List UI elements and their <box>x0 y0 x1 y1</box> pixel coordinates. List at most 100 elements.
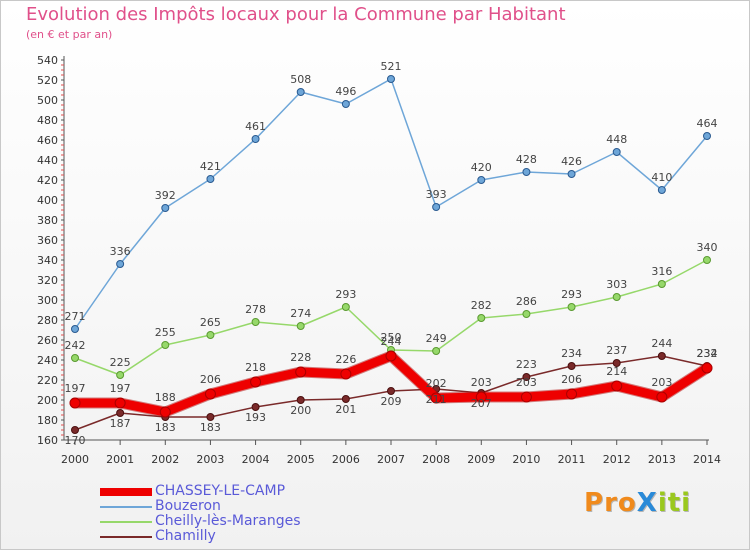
x-tick-label: 2014 <box>693 453 721 466</box>
series-line <box>74 78 708 330</box>
data-point <box>432 347 441 355</box>
data-point <box>522 310 531 318</box>
data-point <box>206 175 215 183</box>
data-label: 278 <box>245 303 266 316</box>
x-tick-label: 2004 <box>242 453 270 466</box>
legend-swatch <box>100 536 152 538</box>
logo-letter: P <box>584 488 605 518</box>
legend-swatch <box>100 521 152 523</box>
y-tick-label: 420 <box>37 174 58 187</box>
data-label: 410 <box>651 171 672 184</box>
data-point <box>116 409 125 417</box>
data-point <box>71 354 79 362</box>
data-label: 170 <box>65 434 86 447</box>
y-tick-label: 400 <box>37 194 58 207</box>
data-label: 421 <box>200 160 221 173</box>
data-point <box>657 186 666 194</box>
data-label: 203 <box>516 376 537 389</box>
y-tick-label: 160 <box>37 434 58 447</box>
data-label: 286 <box>516 295 537 308</box>
data-label: 207 <box>471 397 492 410</box>
logo-letter: i <box>657 488 668 518</box>
x-tick-label: 2013 <box>648 453 676 466</box>
data-label: 237 <box>606 344 627 357</box>
legend-label: Bouzeron <box>155 498 221 514</box>
data-point <box>296 322 305 330</box>
data-label: 336 <box>110 245 131 258</box>
data-label: 200 <box>290 404 311 417</box>
data-label: 420 <box>471 161 492 174</box>
y-tick-label: 180 <box>37 414 58 427</box>
data-label: 203 <box>471 376 492 389</box>
proxiti-logo: ProXiti <box>584 488 691 518</box>
data-point <box>250 376 262 388</box>
data-label: 193 <box>245 411 266 424</box>
x-tick-label: 2009 <box>467 453 495 466</box>
data-label: 183 <box>155 421 176 434</box>
data-point <box>477 176 486 184</box>
data-label: 274 <box>290 307 311 320</box>
logo-letter: r <box>604 488 618 518</box>
y-tick-label: 340 <box>37 254 58 267</box>
x-tick-label: 2010 <box>512 453 540 466</box>
data-point <box>612 148 621 156</box>
y-tick-label: 240 <box>37 354 58 367</box>
data-point <box>387 387 395 395</box>
data-label: 393 <box>426 188 447 201</box>
data-point <box>477 314 486 322</box>
data-label: 250 <box>381 331 402 344</box>
chart-title: Evolution des Impôts locaux pour la Comm… <box>26 4 566 25</box>
data-label: 211 <box>426 393 447 406</box>
data-point <box>657 352 666 360</box>
data-point <box>341 303 350 311</box>
x-tick-label: 2001 <box>106 453 134 466</box>
data-point <box>296 396 305 404</box>
data-label: 202 <box>426 377 447 390</box>
data-point <box>567 170 576 178</box>
data-label: 316 <box>651 265 672 278</box>
data-point <box>387 75 395 83</box>
data-label: 188 <box>155 391 176 404</box>
data-point <box>114 397 126 409</box>
y-tick-label: 320 <box>37 274 58 287</box>
data-point <box>522 373 531 381</box>
data-label: 255 <box>155 326 176 339</box>
data-label: 234 <box>697 347 718 360</box>
data-label: 234 <box>561 347 582 360</box>
data-point <box>701 362 713 374</box>
data-label: 496 <box>335 85 356 98</box>
data-point <box>341 395 350 403</box>
data-label: 206 <box>561 373 582 386</box>
chart-subtitle: (en € et par an) <box>26 28 113 41</box>
x-tick-label: 2007 <box>377 453 405 466</box>
data-label: 521 <box>381 60 402 73</box>
logo-letter: o <box>617 488 637 518</box>
legend-label: Cheilly-lès-Maranges <box>155 513 301 529</box>
data-point <box>71 325 79 333</box>
data-point <box>116 371 125 379</box>
data-point <box>206 413 215 421</box>
data-point <box>612 359 621 367</box>
data-label: 265 <box>200 316 221 329</box>
y-tick-label: 440 <box>37 154 58 167</box>
data-point <box>385 350 397 362</box>
data-point <box>341 100 350 108</box>
data-point <box>161 341 170 349</box>
legend-label: CHASSEY-LE-CAMP <box>155 483 286 499</box>
data-point <box>567 362 576 370</box>
data-label: 464 <box>697 117 718 130</box>
data-label: 461 <box>245 120 266 133</box>
y-tick-label: 200 <box>37 394 58 407</box>
data-label: 249 <box>426 332 447 345</box>
data-label: 225 <box>110 356 131 369</box>
data-label: 293 <box>335 288 356 301</box>
data-label: 223 <box>516 358 537 371</box>
y-tick-label: 480 <box>37 114 58 127</box>
data-point <box>567 303 576 311</box>
data-point <box>611 380 623 392</box>
data-point <box>251 403 260 411</box>
data-point <box>251 135 260 143</box>
data-label: 271 <box>65 310 86 323</box>
x-tick-label: 2011 <box>558 453 586 466</box>
